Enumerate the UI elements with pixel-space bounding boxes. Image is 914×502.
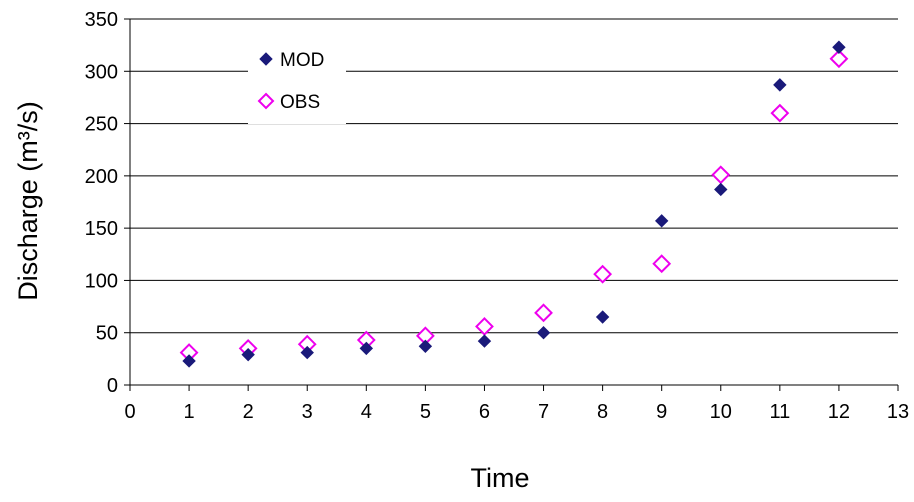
- data-point-mod: [359, 341, 374, 356]
- x-tick-label: 5: [420, 401, 431, 423]
- legend-marker-obs: [257, 92, 275, 110]
- data-point-mod: [418, 339, 433, 354]
- x-tick-label: 11: [769, 401, 790, 423]
- x-tick-label: 8: [597, 401, 608, 423]
- legend-box: [248, 38, 346, 124]
- data-point-obs: [770, 103, 790, 123]
- x-tick-label: 10: [710, 401, 732, 423]
- series-mod: [182, 40, 846, 368]
- x-tick-label: 1: [184, 401, 195, 423]
- y-axis-title: Discharge (m³/s): [13, 101, 43, 301]
- legend-marker-mod: [259, 52, 273, 66]
- y-tick-label: 350: [85, 9, 118, 31]
- x-tick-label: 13: [887, 401, 909, 423]
- y-tick-label: 300: [85, 61, 118, 83]
- y-tick-label: 50: [96, 323, 118, 345]
- data-point-mod: [654, 214, 669, 228]
- data-point-mod: [773, 78, 787, 92]
- data-point-obs: [652, 254, 672, 274]
- y-tick-label: 250: [85, 114, 118, 136]
- data-point-obs: [829, 49, 849, 69]
- x-tick-label: 4: [361, 401, 372, 423]
- data-point-obs: [534, 303, 553, 323]
- data-point-mod: [595, 310, 610, 324]
- data-point-mod: [536, 326, 551, 340]
- axis-layer: [124, 18, 899, 391]
- x-tick-label: 9: [656, 401, 667, 423]
- x-tick-label: 12: [828, 401, 850, 423]
- data-point-mod: [300, 345, 314, 360]
- data-point-mod: [832, 40, 846, 54]
- data-point-obs: [711, 165, 731, 185]
- y-tick-label: 100: [85, 270, 118, 292]
- grid-layer: [130, 18, 898, 334]
- x-tick-label: 6: [479, 401, 490, 423]
- legend: MOD OBS: [248, 38, 346, 124]
- legend-label-mod: MOD: [280, 50, 324, 71]
- data-point-mod: [182, 354, 196, 368]
- x-tick-label: 3: [302, 401, 313, 423]
- x-tick-label: 0: [124, 401, 135, 423]
- x-tick-labels: 0 1 2 3 4 5 6 7 8 9 10 11 12 13: [124, 401, 909, 423]
- x-axis-title: Time: [471, 463, 530, 493]
- data-point-mod: [241, 347, 255, 362]
- x-tick-label: 2: [243, 401, 254, 423]
- y-tick-labels: 0 50 100 150 200 250 300 350: [85, 9, 118, 397]
- y-tick-label: 200: [85, 166, 118, 188]
- series-layer: [179, 40, 849, 368]
- x-tick-label: 7: [538, 401, 549, 423]
- data-point-mod: [714, 182, 728, 197]
- y-tick-label: 0: [107, 375, 118, 397]
- data-point-obs: [475, 317, 494, 336]
- data-point-mod: [477, 334, 492, 348]
- legend-label-obs: OBS: [280, 92, 320, 113]
- data-point-obs: [593, 264, 613, 284]
- y-tick-label: 150: [85, 218, 118, 240]
